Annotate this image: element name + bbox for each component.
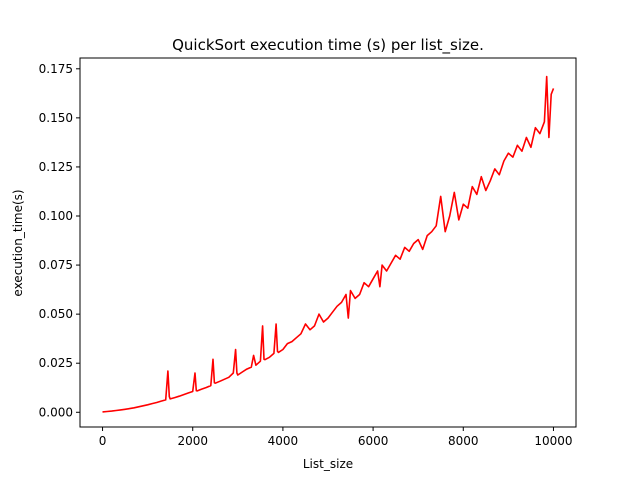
y-tick-label: 0.125 [39,160,73,174]
y-tick-label: 0.075 [39,258,73,272]
chart-title: QuickSort execution time (s) per list_si… [172,36,484,55]
x-tick-label: 2000 [177,434,208,448]
y-tick-label: 0.050 [39,307,73,321]
y-tick-label: 0.000 [39,405,73,419]
y-axis-label: execution_time(s) [11,189,25,296]
x-tick-label: 10000 [534,434,572,448]
x-axis-label: List_size [303,457,353,471]
x-tick-label: 8000 [448,434,479,448]
y-tick-label: 0.025 [39,356,73,370]
axes-frame [79,57,577,428]
x-tick-label: 6000 [358,434,389,448]
y-tick-label: 0.175 [39,62,73,76]
y-tick-label: 0.150 [39,111,73,125]
y-tick-label: 0.100 [39,209,73,223]
series-line-0 [102,75,555,413]
x-tick-label: 0 [99,434,107,448]
x-tick-label: 4000 [268,434,299,448]
